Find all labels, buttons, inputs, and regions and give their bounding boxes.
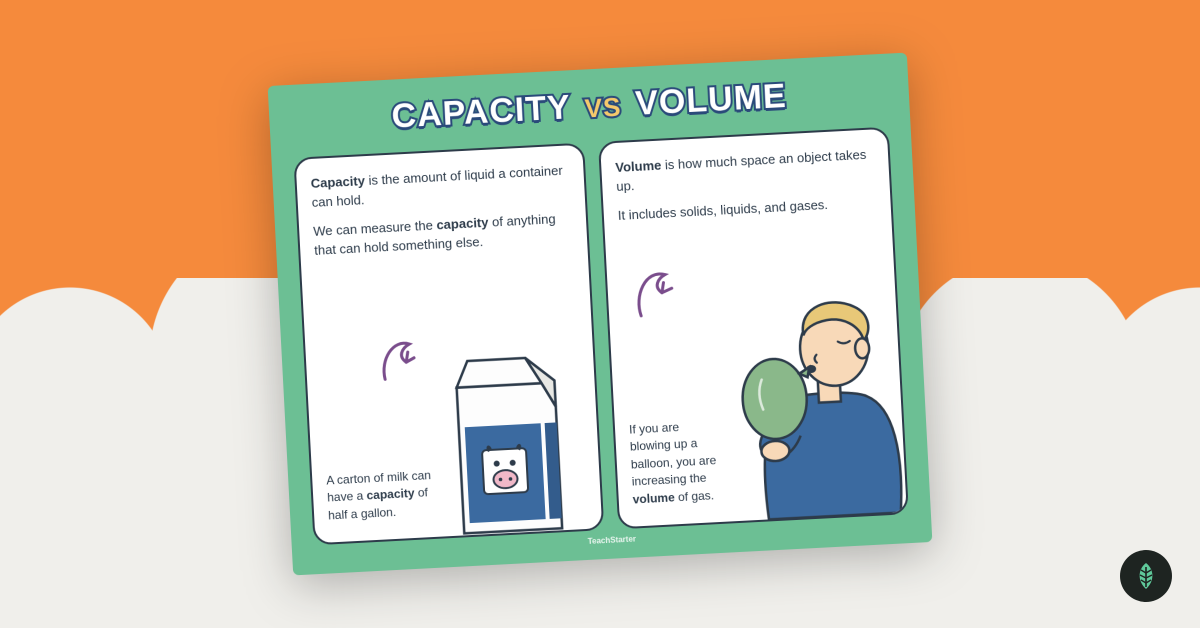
title-volume: VOLUME — [634, 77, 787, 124]
title-vs: VS — [584, 92, 622, 125]
volume-term: Volume — [615, 158, 662, 175]
volume-def-2: It includes solids, liquids, and gases. — [617, 193, 877, 225]
volume-caption: If you are blowing up a balloon, you are… — [629, 417, 723, 509]
curly-arrow-icon — [375, 327, 424, 389]
capacity-caption: A carton of milk can have a capacity of … — [326, 467, 439, 525]
capacity-card: Capacity is the amount of liquid a conta… — [293, 143, 604, 546]
milk-carton-icon — [424, 333, 584, 541]
title-capacity: CAPACITY — [391, 88, 572, 136]
poster: CAPACITY VS VOLUME Capacity is the amoun… — [268, 53, 933, 576]
curly-arrow-icon — [630, 260, 679, 322]
volume-def-1: Volume is how much space an object takes… — [615, 145, 876, 196]
poster-container: CAPACITY VS VOLUME Capacity is the amoun… — [268, 53, 933, 576]
leaf-logo-icon — [1133, 561, 1159, 591]
capacity-def-2: We can measure the capacity of anything … — [313, 209, 574, 260]
capacity-term: Capacity — [310, 173, 365, 191]
volume-card: Volume is how much space an object takes… — [598, 127, 909, 530]
capacity-def-1: Capacity is the amount of liquid a conta… — [310, 161, 571, 212]
cards-row: Capacity is the amount of liquid a conta… — [293, 127, 908, 546]
person-balloon-icon — [710, 272, 908, 522]
brand-badge — [1120, 550, 1172, 602]
